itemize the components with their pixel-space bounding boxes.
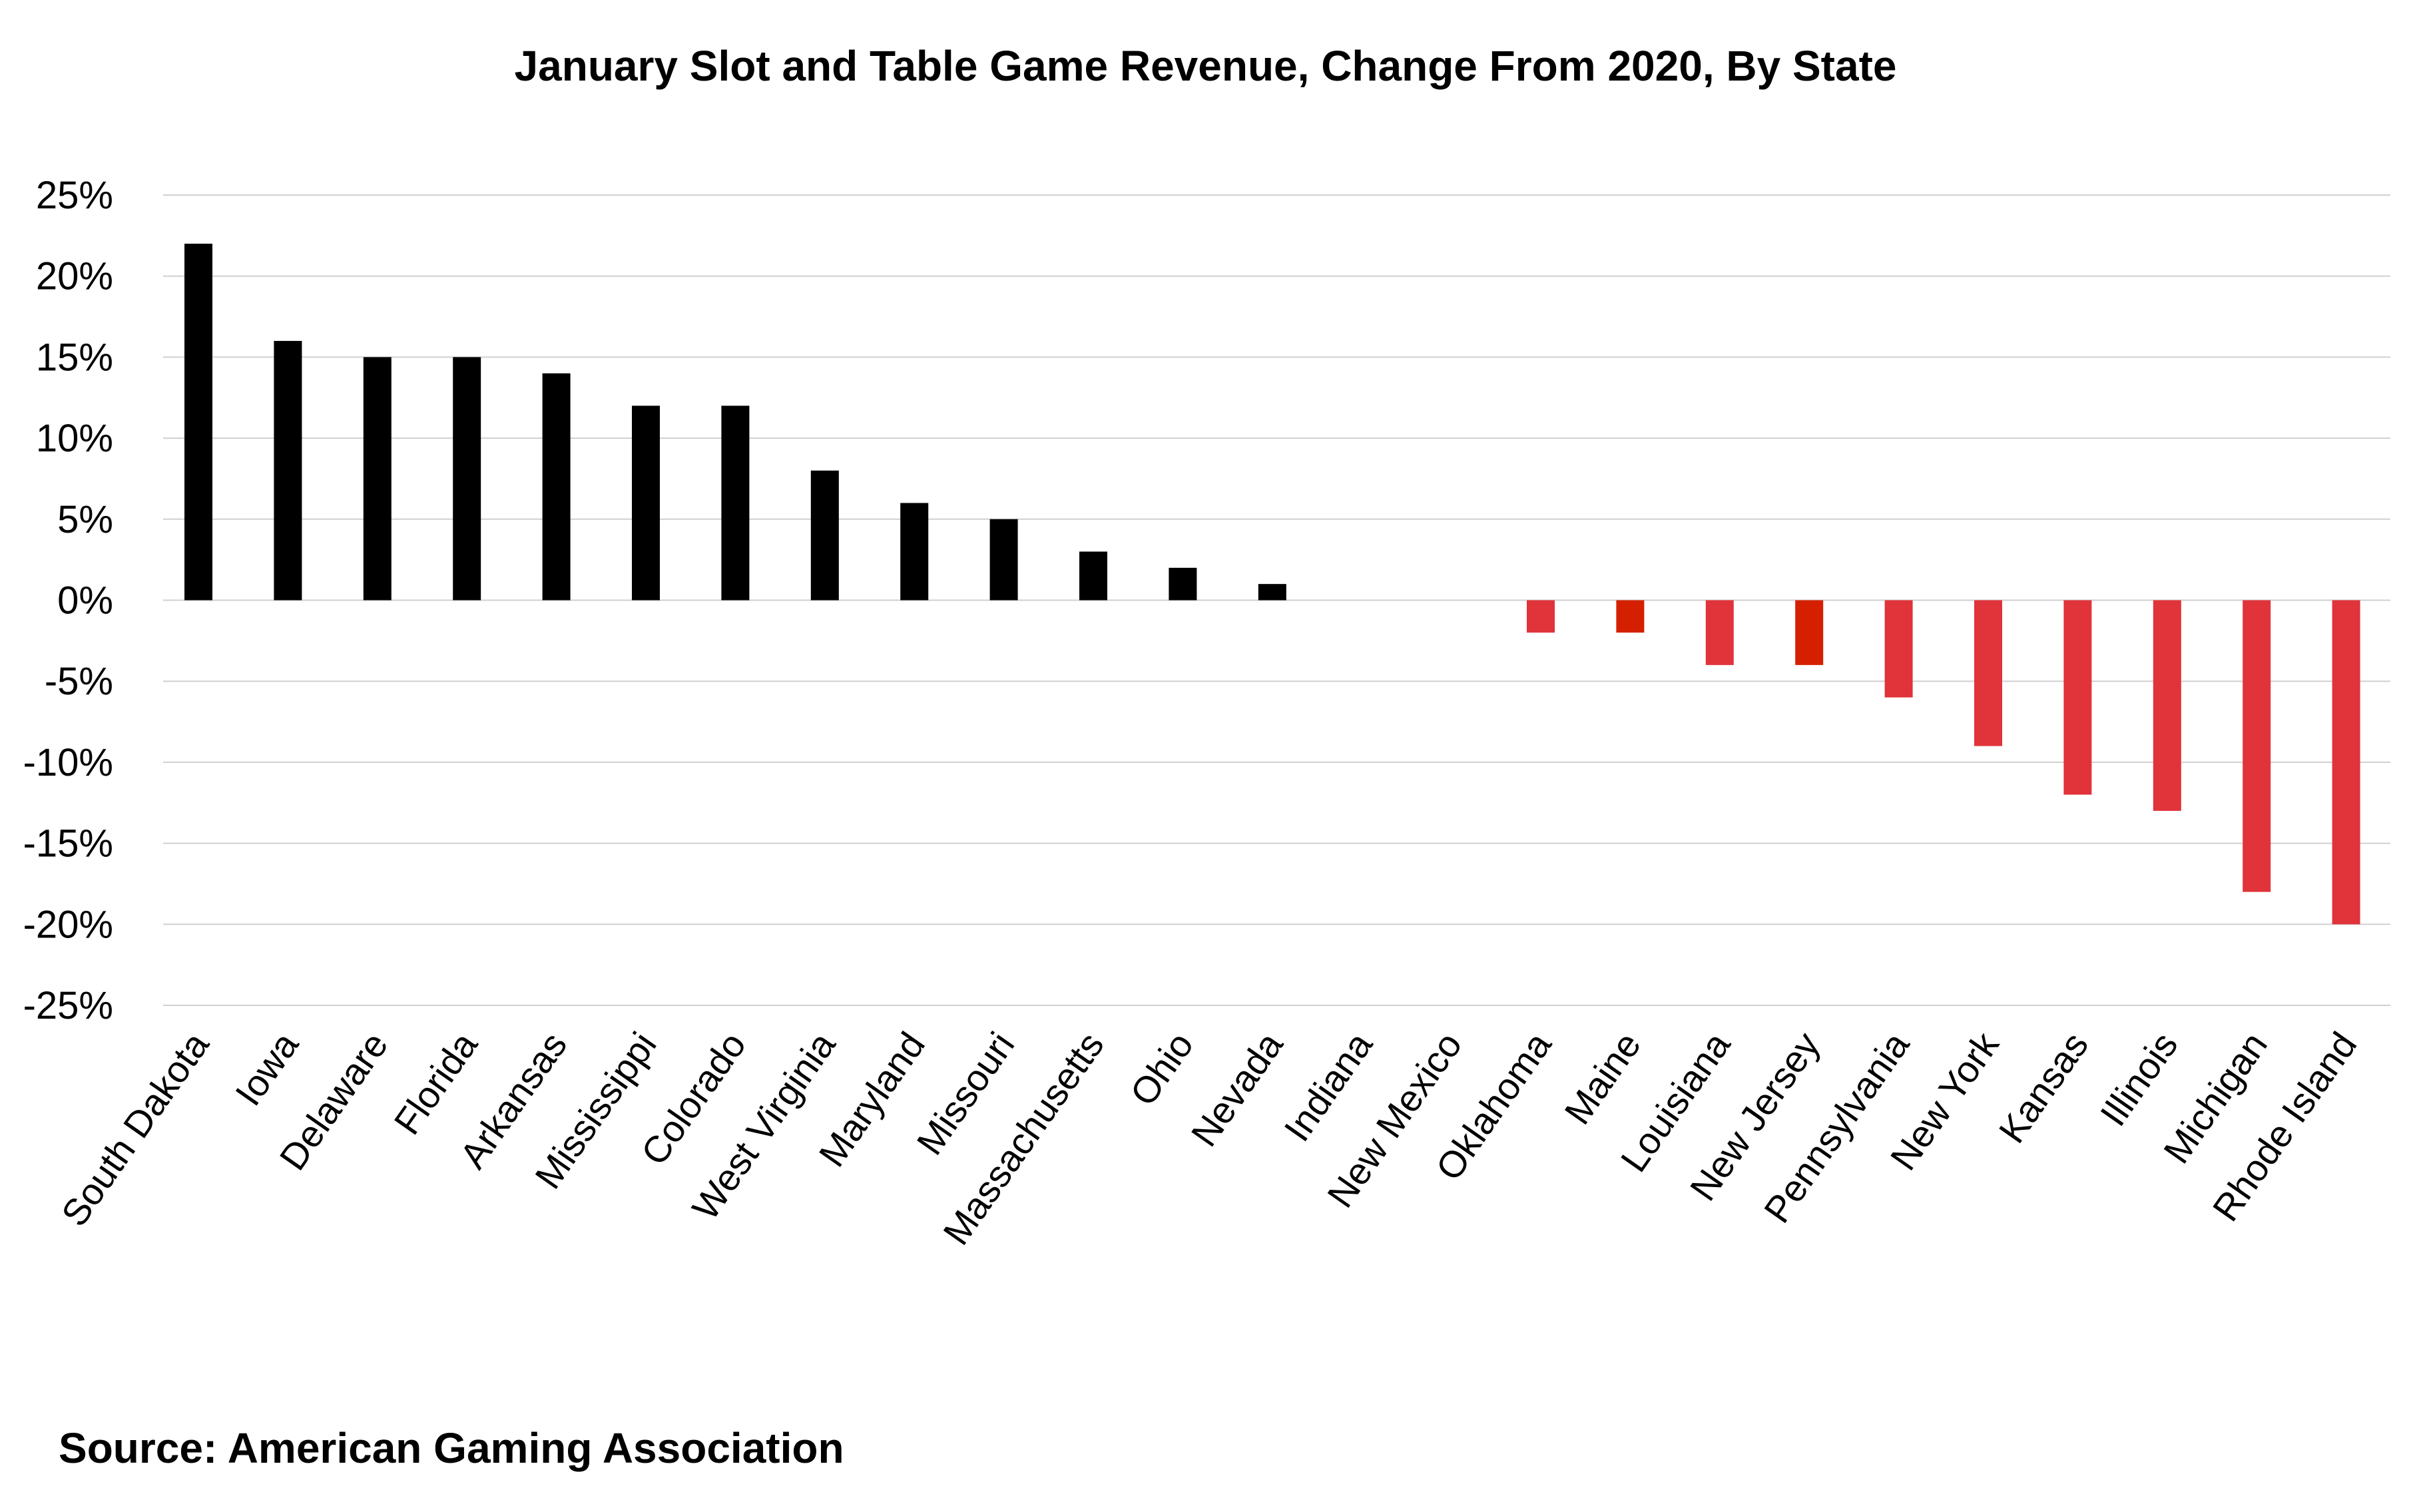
bar-west-virginia — [810, 470, 839, 601]
bar-iowa — [274, 341, 302, 601]
bar-kansas — [2063, 600, 2092, 795]
bar-louisiana — [1705, 600, 1734, 665]
bar-illinois — [2153, 600, 2181, 811]
y-tick-label: -20% — [23, 903, 113, 946]
bar-florida — [453, 357, 481, 601]
bar-rhode-island — [2332, 600, 2360, 925]
source-note: Source: American Gaming Association — [59, 1424, 844, 1472]
y-tick-label: -5% — [45, 660, 113, 703]
y-tick-label: -25% — [23, 984, 113, 1027]
bar-missouri — [989, 519, 1018, 601]
x-axis-ticks: South Dakota IowaDelawareFloridaArkansasM… — [53, 1024, 2365, 1252]
y-tick-label: 25% — [36, 174, 113, 217]
x-tick-label: Nevada — [1183, 1024, 1291, 1154]
bar-arkansas — [542, 373, 571, 601]
chart-title: January Slot and Table Game Revenue, Cha… — [514, 42, 1897, 90]
x-tick-label: Massachusetts — [935, 1025, 1112, 1252]
x-tick-label: Ohio — [1122, 1025, 1201, 1113]
x-tick-label: Illinois — [2092, 1025, 2186, 1134]
bar-michigan — [2243, 600, 2271, 892]
y-tick-label: 10% — [36, 417, 113, 460]
y-tick-label: 15% — [36, 336, 113, 379]
bar-maryland — [900, 503, 929, 601]
bar-mississippi — [632, 405, 660, 601]
bar-new-york — [1974, 600, 2002, 746]
bar-colorado — [721, 405, 750, 601]
bar-nevada — [1258, 584, 1286, 601]
gridlines — [163, 194, 2390, 1006]
bar-ohio — [1169, 567, 1197, 601]
y-tick-label: -10% — [23, 741, 113, 784]
x-tick-label: Iowa — [227, 1024, 307, 1113]
y-tick-label: 5% — [57, 498, 113, 541]
bar-maine — [1616, 600, 1645, 633]
y-tick-label: -15% — [23, 822, 113, 866]
bar-south-dakota — [184, 244, 212, 601]
bar-pennsylvania — [1884, 600, 1913, 698]
y-tick-label: 0% — [57, 579, 113, 623]
bar-new-jersey — [1795, 600, 1824, 665]
bars — [184, 244, 2360, 925]
bar-delaware — [363, 357, 392, 601]
x-tick-label: Maine — [1556, 1025, 1649, 1132]
bar-oklahoma — [1527, 600, 1555, 633]
x-tick-label: Kansas — [1990, 1025, 2096, 1150]
x-tick-label: South Dakota — [53, 1024, 218, 1234]
bar-massachusetts — [1079, 551, 1107, 601]
y-axis-ticks: 25% 20% 15% 10% 5% 0% -5% -10% -15% -20% -25% — [23, 174, 113, 1027]
y-tick-label: 20% — [36, 255, 113, 298]
